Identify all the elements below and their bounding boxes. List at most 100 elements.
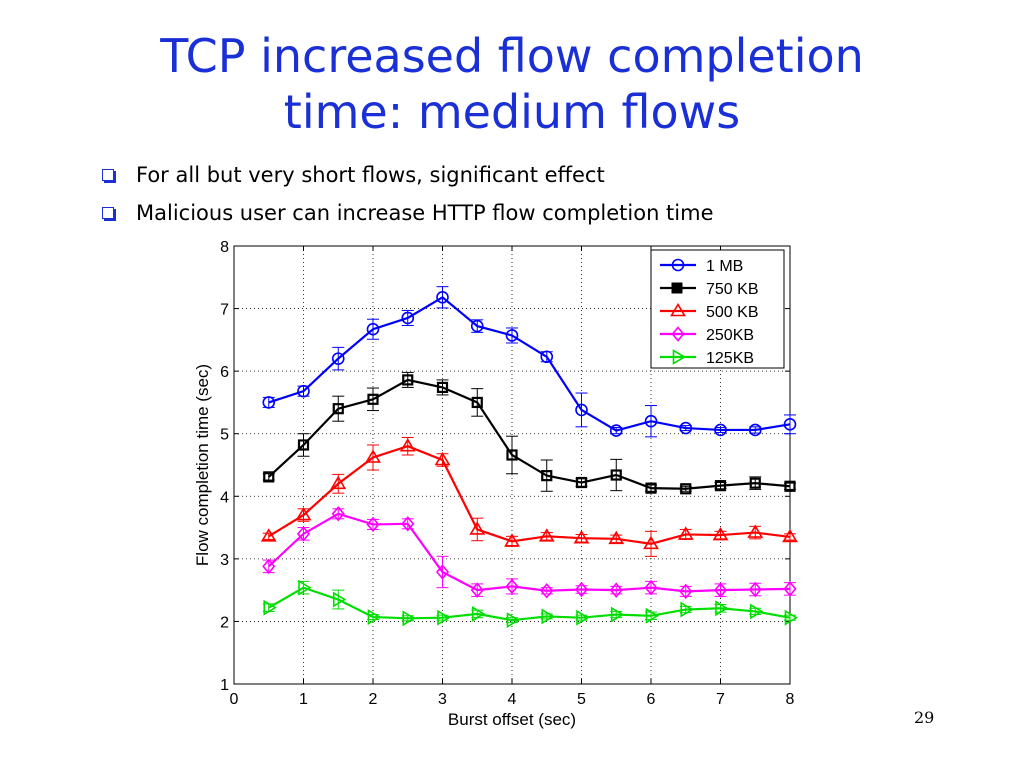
series-line — [268, 295, 791, 432]
data-point — [471, 396, 483, 409]
data-point — [538, 528, 555, 542]
series-500-kb — [260, 436, 798, 557]
y-tick-label: 1 — [220, 677, 229, 694]
data-point — [680, 483, 692, 495]
series-250kb — [262, 506, 797, 600]
data-point — [783, 581, 797, 597]
data-point — [609, 582, 623, 598]
y-tick-label: 5 — [220, 427, 229, 444]
data-point — [645, 482, 657, 494]
data-point — [644, 579, 658, 596]
data-point — [505, 578, 519, 595]
x-tick-label: 1 — [299, 691, 308, 708]
series-line — [268, 586, 791, 622]
data-point — [331, 352, 345, 365]
series-layer — [260, 286, 799, 629]
y-axis-label: Flow completion time (sec) — [193, 364, 212, 566]
data-point — [576, 609, 590, 626]
data-point — [330, 475, 347, 490]
legend-marker — [671, 258, 685, 272]
data-point — [470, 319, 484, 333]
data-point — [541, 470, 553, 482]
x-tick-label: 5 — [577, 691, 586, 708]
bullet-list: For all but very short flows, significan… — [100, 156, 714, 232]
data-point — [434, 451, 451, 466]
data-point — [263, 599, 277, 616]
data-point — [469, 521, 486, 535]
slide-title-line-1: TCP increased flow completion — [160, 29, 864, 83]
data-point — [436, 381, 449, 394]
legend-label: 500 KB — [706, 304, 758, 321]
data-point — [332, 403, 344, 415]
data-point — [610, 606, 625, 623]
bullet-item: Malicious user can increase HTTP flow co… — [100, 194, 714, 232]
slide-title-line-2: time: medium flows — [283, 85, 741, 139]
data-point — [401, 311, 415, 325]
data-point — [747, 524, 764, 538]
legend-label: 250KB — [706, 327, 754, 344]
series-1-mb — [262, 286, 797, 438]
legend: 1 MB 750 KB 500 KB 250KB 125KB — [650, 249, 785, 369]
data-point — [401, 516, 415, 532]
legend-label: 125KB — [706, 350, 754, 367]
legend-marker — [671, 326, 685, 342]
square-bullet-icon — [102, 169, 114, 181]
data-point — [748, 423, 762, 437]
bullet-item: For all but very short flows, significan… — [100, 156, 714, 194]
data-point — [402, 610, 416, 627]
data-point — [540, 350, 554, 364]
data-point — [262, 558, 276, 575]
data-point — [402, 374, 414, 386]
y-tick-label: 3 — [220, 552, 229, 569]
data-point — [784, 480, 796, 492]
data-point — [367, 609, 382, 625]
data-point — [297, 384, 310, 398]
data-point — [506, 449, 518, 461]
data-point — [331, 506, 345, 522]
data-point — [297, 439, 310, 451]
data-point — [644, 414, 658, 428]
data-point — [573, 530, 590, 544]
data-point — [575, 476, 588, 489]
data-point — [437, 609, 451, 626]
legend-marker — [672, 349, 687, 365]
data-point — [713, 582, 728, 598]
data-point — [504, 533, 520, 547]
x-tick-label: 4 — [508, 691, 517, 708]
data-point — [365, 449, 381, 463]
data-point — [679, 421, 693, 435]
page-number: 29 — [914, 708, 935, 727]
data-point — [366, 516, 380, 533]
data-point — [541, 608, 555, 625]
data-point — [783, 418, 797, 431]
data-point — [715, 600, 729, 617]
data-point — [436, 291, 449, 304]
data-point — [712, 527, 729, 541]
data-point — [575, 403, 588, 417]
data-point — [714, 423, 727, 437]
data-point — [367, 393, 379, 405]
data-point — [262, 396, 276, 409]
x-tick-label: 2 — [369, 691, 378, 708]
x-tick-label: 3 — [438, 691, 447, 708]
x-tick-label: 7 — [716, 691, 725, 708]
x-tick-label: 6 — [647, 691, 656, 708]
x-axis-label: Burst offset (sec) — [448, 710, 576, 729]
legend-marker — [671, 282, 683, 294]
square-bullet-icon — [102, 207, 114, 219]
series-line — [267, 512, 791, 593]
y-tick-label: 7 — [220, 302, 229, 319]
bullet-text: Malicious user can increase HTTP flow co… — [136, 201, 714, 225]
x-tick-label: 0 — [230, 691, 239, 708]
data-point — [643, 535, 659, 550]
data-point — [506, 612, 521, 629]
data-point — [609, 424, 623, 437]
legend-label: 1 MB — [706, 258, 743, 275]
data-point — [295, 506, 312, 521]
data-point — [505, 329, 519, 342]
data-point — [749, 603, 764, 620]
data-point — [399, 438, 416, 452]
y-tick-label: 2 — [220, 614, 229, 631]
series-125kb — [262, 579, 799, 629]
